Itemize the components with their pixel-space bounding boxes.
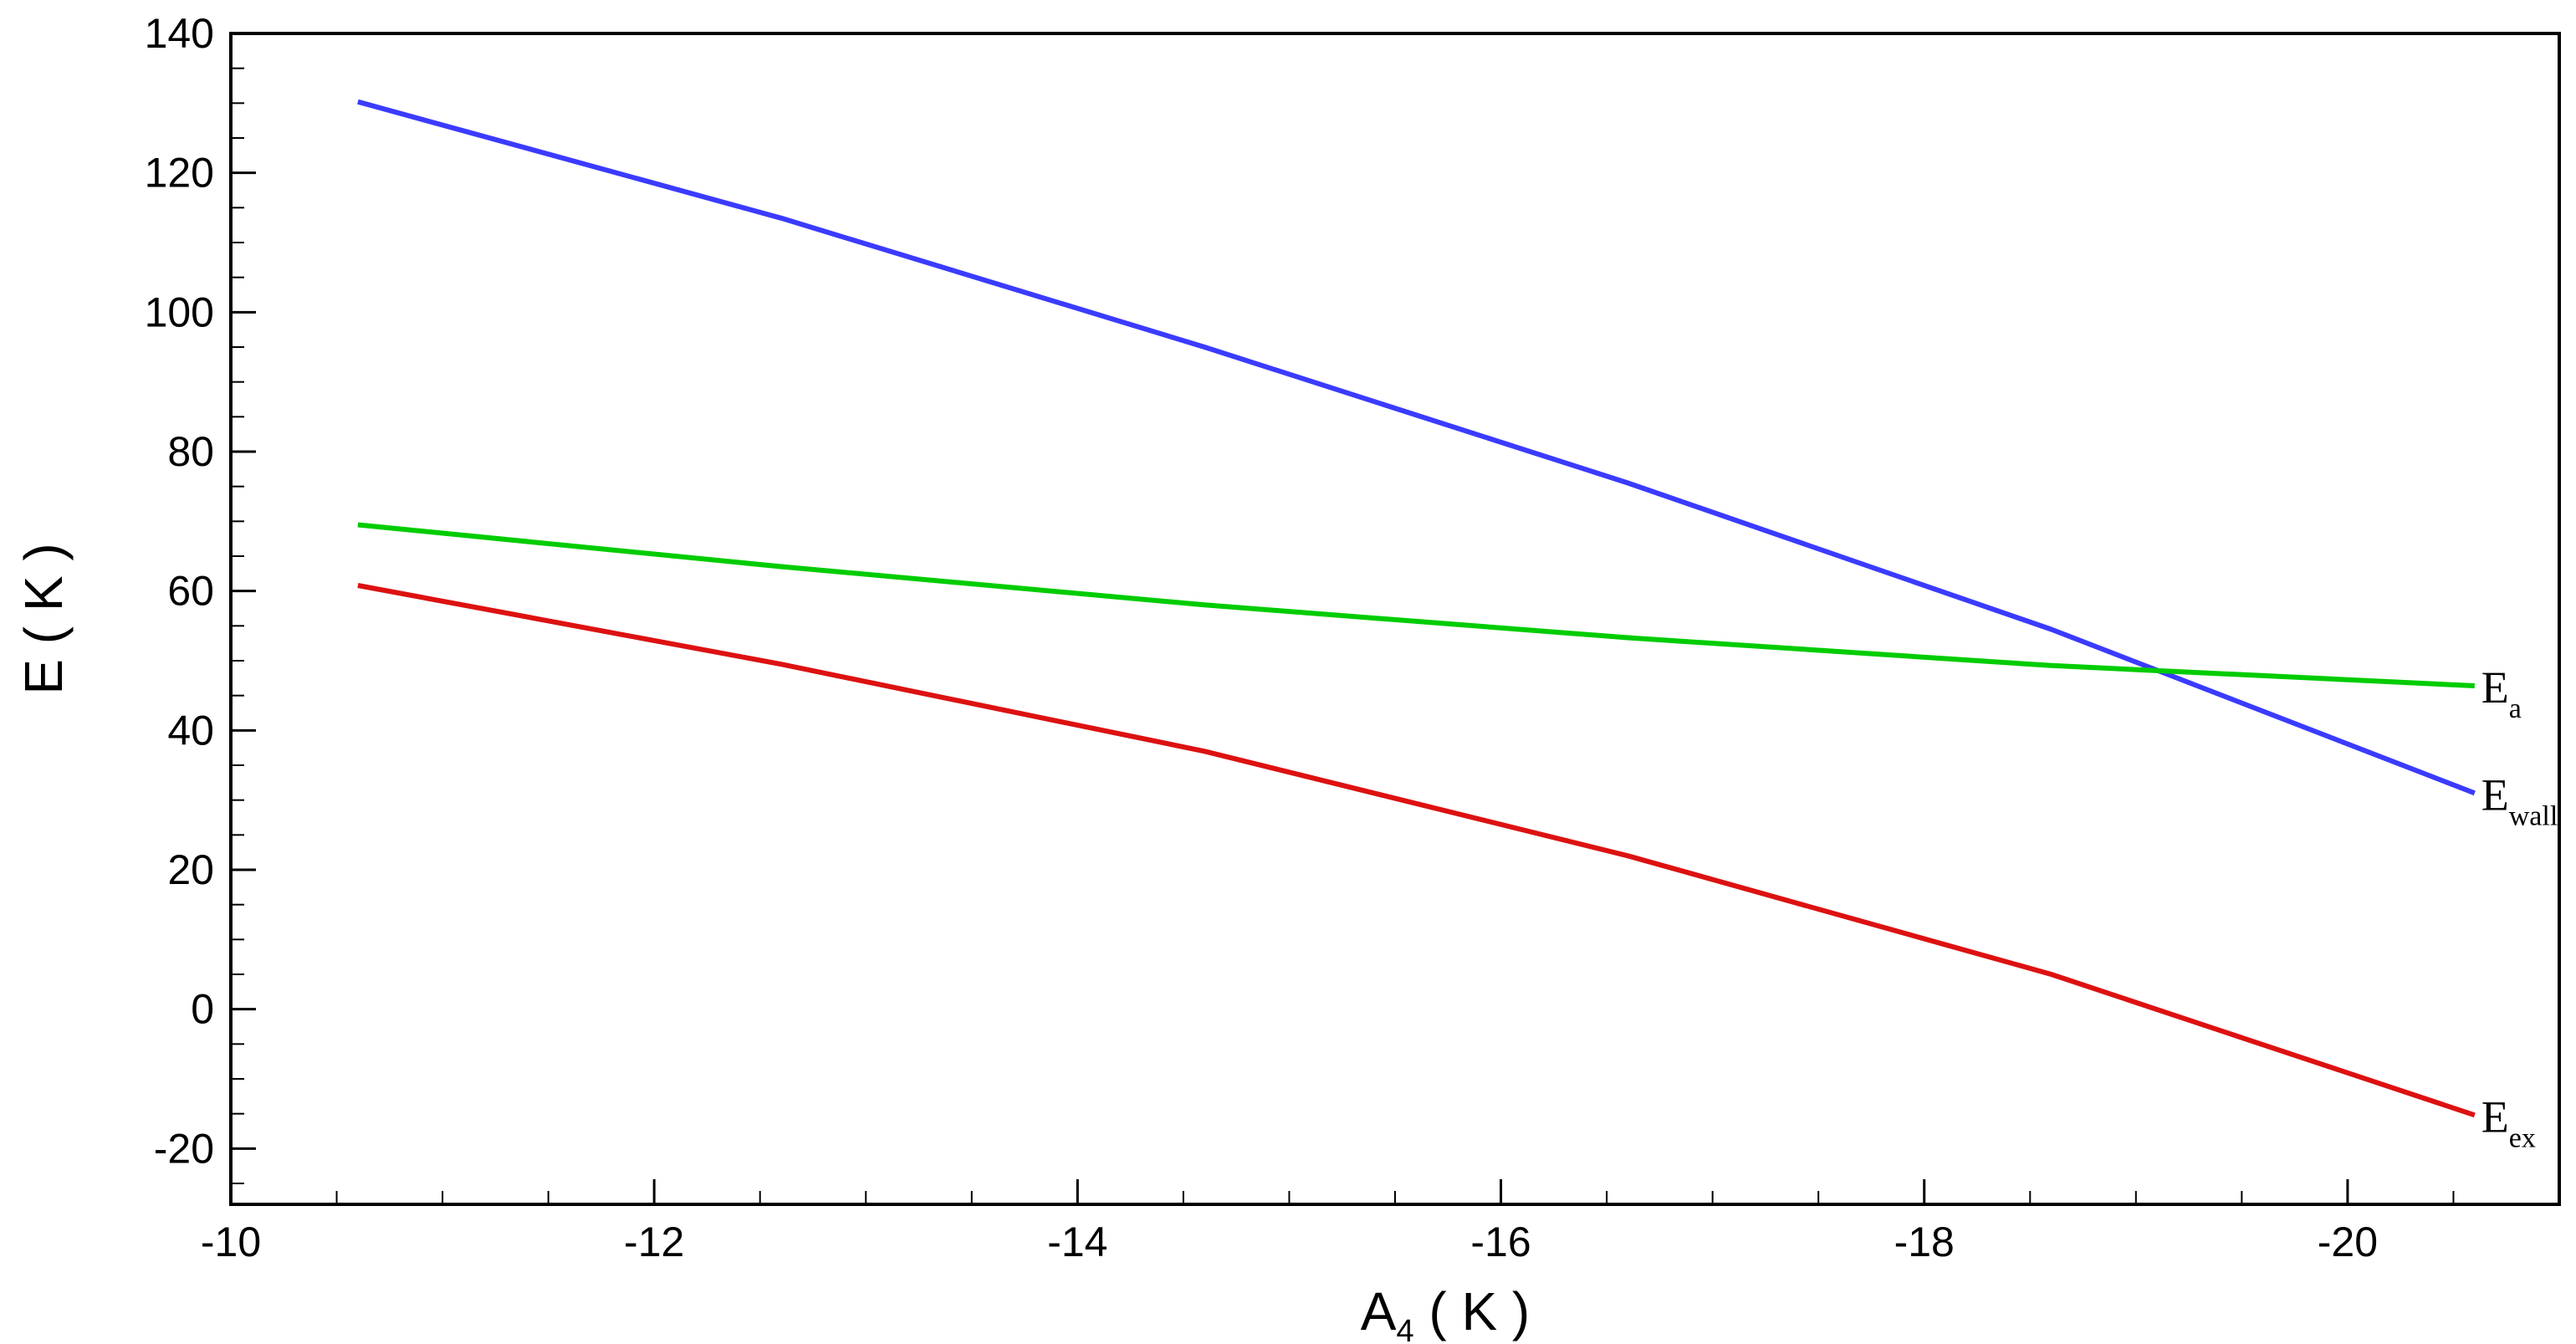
y-tick-label: 120 — [145, 150, 214, 197]
series-label-e-wall: Ewall — [2481, 769, 2558, 831]
series-labels: Ewall Ea Eex — [2481, 662, 2558, 1153]
series-lines — [357, 99, 2476, 1118]
y-tick-label: 140 — [145, 10, 214, 57]
series-label-e-a: Ea — [2481, 662, 2522, 724]
y-tick-label: 80 — [167, 428, 214, 475]
x-tick-label: -16 — [1470, 1219, 1531, 1265]
x-tick-label: -12 — [624, 1219, 684, 1265]
y-tick-label: 100 — [145, 289, 214, 335]
y-tick-label: 40 — [167, 707, 214, 754]
series-line-e-wall — [357, 99, 2476, 796]
x-tick-label: -18 — [1894, 1219, 1955, 1265]
series-line-e-ex — [357, 583, 2476, 1118]
axis-titles: E ( K ) A4 ( K ) — [13, 543, 1530, 1344]
x-tick-label: -10 — [201, 1219, 261, 1265]
axes: -20 0 20 40 60 80 100 120 140 -10 -12 -14 -16 -18 -20 — [145, 10, 2561, 1265]
y-tick-label: 20 — [167, 846, 214, 893]
x-axis-title: A4 ( K ) — [1361, 1281, 1530, 1344]
series-label-e-ex: Eex — [2481, 1091, 2536, 1153]
x-tick-label: -20 — [2318, 1219, 2378, 1265]
y-tick-label: 0 — [191, 986, 214, 1033]
series-line-e-a — [357, 522, 2475, 688]
y-tick-label: -20 — [154, 1125, 214, 1172]
y-tick-label: 60 — [167, 568, 214, 615]
x-tick-label: -14 — [1047, 1219, 1107, 1265]
y-axis-title: E ( K ) — [13, 543, 74, 694]
